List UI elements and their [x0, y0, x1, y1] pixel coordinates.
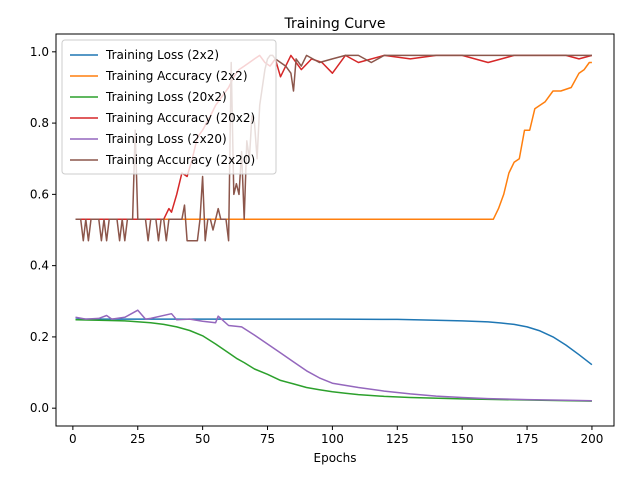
series-line-4	[75, 309, 592, 402]
x-tick-label: 50	[195, 432, 210, 446]
x-tick-label: 150	[451, 432, 474, 446]
y-tick-label: 0.4	[30, 259, 49, 273]
x-tick-label: 125	[386, 432, 409, 446]
x-tick-label: 25	[130, 432, 145, 446]
y-tick-label: 0.2	[30, 330, 49, 344]
legend-label: Training Loss (2x20)	[105, 132, 227, 146]
y-tick-label: 1.0	[30, 45, 49, 59]
x-axis-label: Epochs	[314, 451, 357, 465]
legend-label: Training Accuracy (20x2)	[105, 111, 255, 125]
legend-box	[61, 39, 277, 175]
x-tick-label: 75	[260, 432, 275, 446]
y-tick-label: 0.0	[30, 401, 49, 415]
series-line-1	[75, 61, 592, 221]
y-axis-ticks: 0.0 0.2 0.4 0.6 0.8 1.0	[30, 45, 56, 415]
x-tick-label: 200	[580, 432, 603, 446]
legend-label: Training Accuracy (2x20)	[105, 153, 255, 167]
series-line-0	[75, 318, 593, 366]
chart-title: Training Curve	[284, 16, 386, 32]
x-tick-label: 0	[69, 432, 77, 446]
x-tick-label: 175	[516, 432, 539, 446]
x-tick-label: 100	[321, 432, 344, 446]
plot-frame	[55, 33, 615, 427]
y-tick-label: 0.6	[30, 187, 49, 201]
series-line-2	[75, 319, 592, 402]
legend-label: Training Accuracy (2x2)	[105, 69, 248, 83]
legend-label: Training Loss (2x2)	[105, 48, 219, 62]
legend: Training Loss (2x2) Training Accuracy (2x…	[61, 39, 277, 175]
legend-label: Training Loss (20x2)	[105, 90, 227, 104]
y-tick-label: 0.8	[30, 116, 49, 130]
x-axis-ticks: 0 25 50 75 100 125 150 175 200	[69, 426, 603, 446]
series-line-5	[75, 54, 592, 242]
